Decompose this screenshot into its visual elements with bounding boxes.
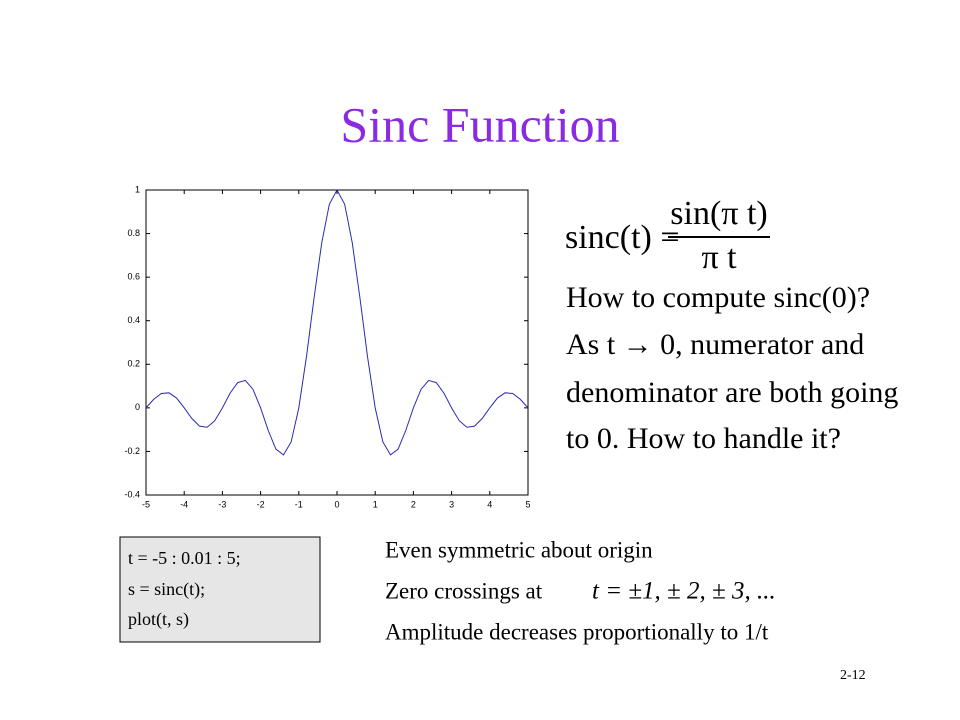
code-line: s = sinc(t); [128, 579, 205, 600]
x-tick-label: -3 [218, 499, 226, 509]
note: denominator are both going [566, 376, 898, 409]
note: to 0. How to handle it? [566, 422, 841, 455]
x-tick-label: 3 [449, 499, 454, 509]
y-tick-label: 0.8 [127, 228, 140, 238]
plot: -5 -4 -3 -2 -1 0 1 2 3 4 5 -0.4 -0.2 0 0.2 0.4 0.6 0.8 1 [124, 184, 530, 509]
x-tick-label: -1 [295, 499, 303, 509]
slide-title: Sinc Function [340, 96, 619, 152]
y-tick-label: 0 [135, 402, 140, 412]
y-tick-label: -0.2 [124, 446, 140, 456]
x-tick-label: 5 [525, 499, 530, 509]
formula-lhs: sinc(t) = [565, 219, 680, 256]
zeros-formula: t = ±1, ± 2, ± 3, ... [592, 578, 776, 605]
x-tick-label: 2 [411, 499, 416, 509]
y-tick-label: 0.4 [127, 315, 140, 325]
x-tick-label: 0 [334, 499, 339, 509]
y-tick-label: 0.2 [127, 359, 140, 369]
plot-frame [145, 189, 529, 496]
page-number: 2-12 [840, 668, 866, 683]
code-line: plot(t, s) [128, 609, 189, 630]
x-tick-label: 4 [487, 499, 492, 509]
x-tick-label: -2 [257, 499, 265, 509]
sinc-line [145, 188, 529, 456]
x-tick-label: 1 [373, 499, 378, 509]
y-tick-label: 0.6 [127, 272, 140, 282]
y-tick-label: 1 [135, 184, 140, 194]
x-tick-label: -4 [180, 499, 188, 509]
code-line: t = -5 : 0.01 : 5; [128, 548, 241, 568]
formula-numerator: sin(π t) [670, 195, 767, 232]
note: As t → 0, numerator and [566, 328, 864, 361]
x-tick-label: -5 [142, 499, 150, 509]
y-tick-label: -0.4 [124, 489, 140, 499]
property: Zero crossings at [385, 578, 543, 603]
note: How to compute sinc(0)? [566, 281, 870, 314]
property: Even symmetric about origin [385, 537, 653, 562]
property: Amplitude decreases proportionally to 1/… [385, 619, 769, 644]
code-box [119, 536, 321, 643]
formula-denominator: π t [701, 239, 737, 276]
